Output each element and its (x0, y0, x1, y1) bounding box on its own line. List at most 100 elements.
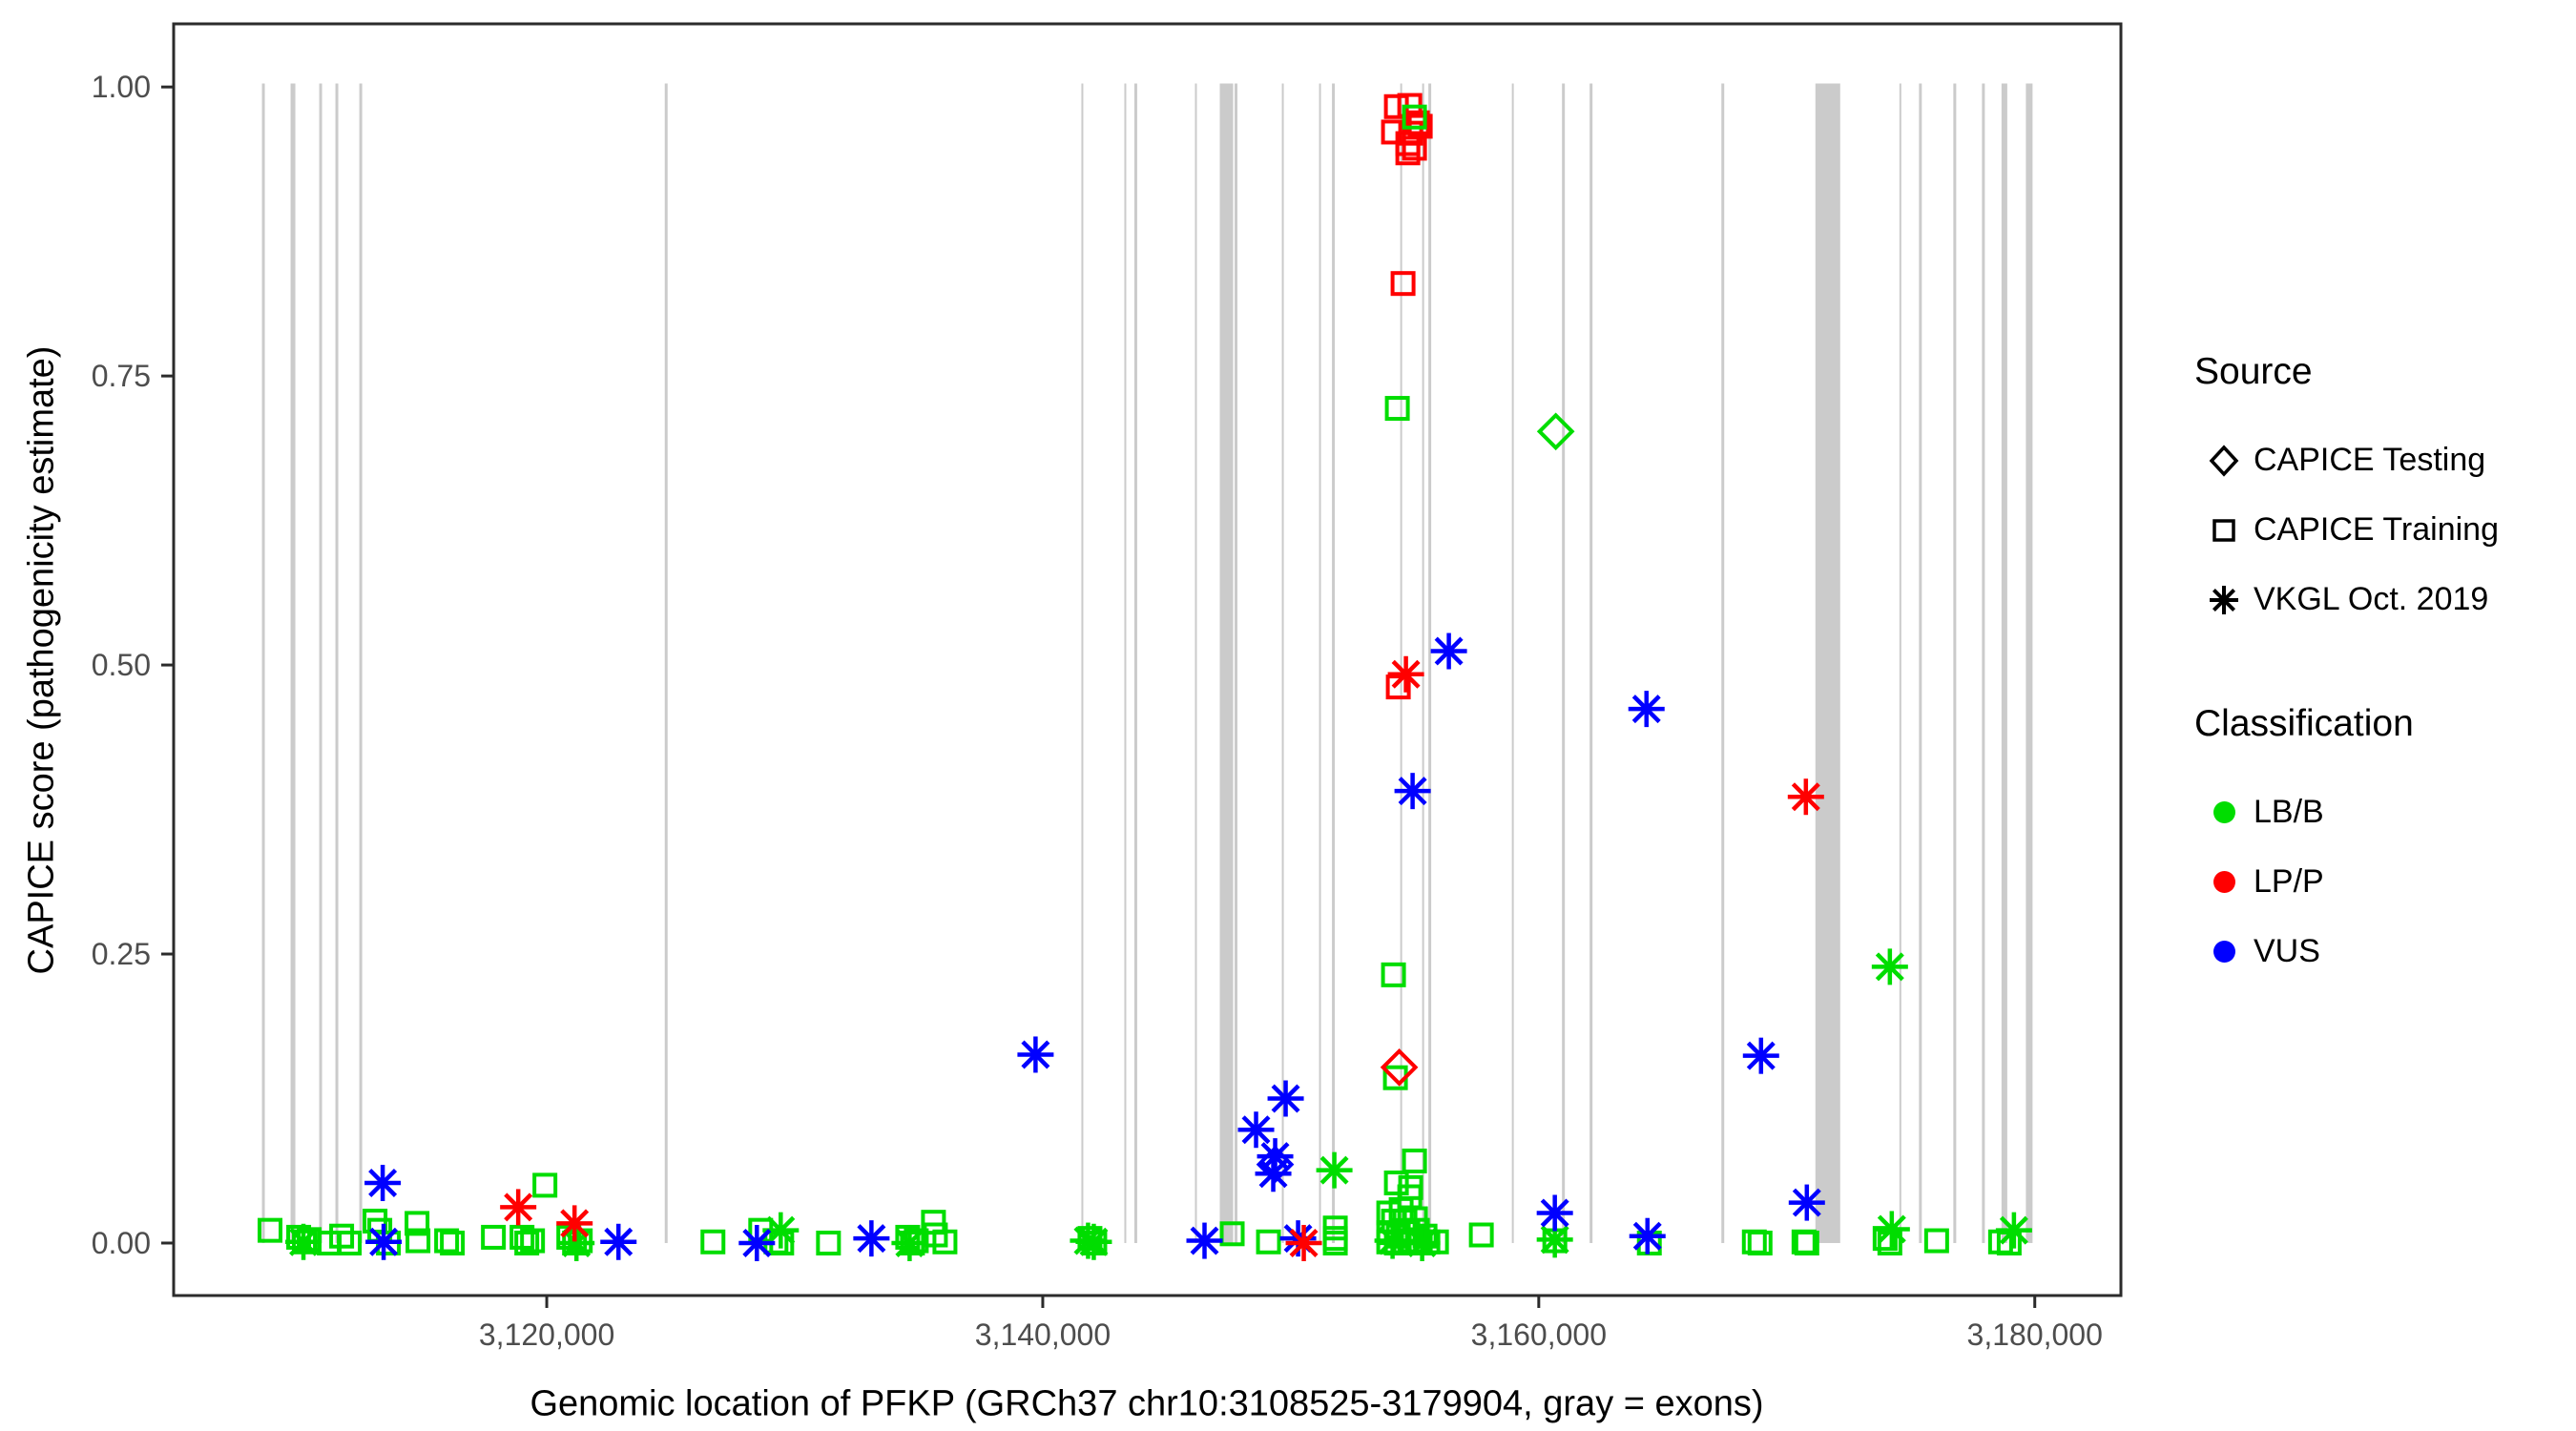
data-point-square (337, 1230, 363, 1255)
exon-bar (1982, 83, 1985, 1243)
exon-bar (1235, 83, 1238, 1243)
exon-bar (1428, 83, 1432, 1243)
legend-source-title: Source (2194, 351, 2313, 392)
exon-bar (261, 83, 265, 1243)
x-axis-title: Genomic location of PFKP (GRCh37 chr10:3… (530, 1383, 1764, 1424)
data-point-square (1402, 135, 1427, 161)
exon-bar (1319, 83, 1321, 1243)
data-point-square (434, 1228, 460, 1254)
data-point-asterisk (1255, 1155, 1292, 1192)
exon-bar (1422, 83, 1424, 1243)
data-point-asterisk (1787, 778, 1824, 816)
data-point-asterisk (1186, 1222, 1223, 1259)
data-point-square (329, 1223, 355, 1249)
data-point-square (514, 1230, 540, 1255)
data-point-square (405, 1228, 431, 1254)
data-point-asterisk (738, 1224, 776, 1261)
data-point-square (1402, 1148, 1427, 1173)
asterisk-stroke (1241, 1115, 1271, 1145)
data-point-square (1747, 1230, 1773, 1255)
exon-bar (1081, 83, 1084, 1243)
asterisk-stroke (1319, 1155, 1349, 1185)
x-tick-label: 3,180,000 (1967, 1317, 2103, 1352)
exon-bar (1400, 83, 1402, 1243)
data-point-asterisk (1430, 633, 1467, 670)
asterisk-stroke (1391, 659, 1421, 689)
exon-bar (319, 83, 322, 1243)
data-point-square (1402, 104, 1427, 130)
data-point-square (932, 1229, 958, 1255)
data-point-asterisk (1075, 1223, 1112, 1260)
data-point-asterisk (1387, 655, 1424, 693)
asterisk-stroke (1875, 952, 1904, 982)
data-point-asterisk (762, 1212, 800, 1249)
asterisk-stroke (742, 1228, 772, 1257)
data-point-asterisk (1788, 1184, 1825, 1221)
asterisk-stroke (1271, 1084, 1300, 1113)
data-point-asterisk (1742, 1037, 1779, 1074)
exon-bar (1899, 83, 1901, 1243)
asterisk-stroke (1746, 1041, 1776, 1070)
data-point-square (1923, 1228, 1949, 1254)
asterisk-stroke (1378, 1226, 1407, 1255)
asterisk-stroke (1398, 777, 1427, 806)
asterisk-stroke (857, 1224, 886, 1254)
x-tick-label: 3,140,000 (975, 1317, 1111, 1352)
legend-label: CAPICE Testing (2254, 442, 2486, 478)
asterisk-stroke (1877, 1214, 1906, 1244)
data-point-asterisk (1628, 691, 1665, 728)
data-point-square (1219, 1221, 1245, 1247)
asterisk-stroke (1021, 1040, 1050, 1069)
data-point-asterisk (1267, 1080, 1304, 1117)
panel-border (172, 22, 2123, 1297)
data-point-square (1322, 1230, 1348, 1255)
asterisk-stroke (1540, 1225, 1569, 1255)
exon-bar (290, 83, 296, 1243)
asterisk-stroke (1289, 1228, 1319, 1257)
x-tick-label: 3,160,000 (1471, 1317, 1607, 1352)
data-point-diamond (1380, 1047, 1419, 1087)
data-point-diamond (1536, 412, 1575, 451)
asterisk-stroke (1540, 1198, 1569, 1228)
data-point-asterisk (891, 1224, 928, 1261)
asterisk-stroke (1999, 1215, 2028, 1245)
data-point-square (1383, 1170, 1409, 1195)
asterisk-icon (2194, 578, 2254, 622)
asterisk-stroke (1407, 1228, 1437, 1257)
vus-dot-icon (2194, 930, 2254, 974)
legend-label: LP/P (2254, 863, 2324, 900)
asterisk-stroke (1258, 1159, 1288, 1189)
asterisk-stroke (368, 1168, 398, 1197)
asterisk-stroke (1792, 1188, 1821, 1217)
data-point-diamond (1256, 1145, 1295, 1184)
data-point-square (481, 1224, 507, 1250)
legend-item-lbb: LB/B (2194, 778, 2566, 847)
data-point-asterisk (1237, 1111, 1275, 1149)
exon-bar (1195, 83, 1197, 1243)
exon-bar (1721, 83, 1725, 1243)
asterisk-stroke (504, 1192, 533, 1222)
data-point-square (405, 1211, 430, 1236)
asterisk-stroke (1190, 1226, 1219, 1255)
data-point-square (700, 1229, 726, 1255)
asterisk-stroke (1632, 1221, 1662, 1251)
exon-bar (1281, 83, 1284, 1243)
exon-bar (1133, 83, 1137, 1243)
y-tick-label: 0.00 (92, 1226, 151, 1260)
data-point-asterisk (853, 1220, 890, 1257)
y-tick-label: 0.75 (92, 359, 151, 393)
data-point-square (520, 1228, 546, 1254)
data-point-square (1741, 1229, 1767, 1255)
exon-bar (2001, 83, 2007, 1243)
asterisk-stroke (1791, 782, 1820, 812)
exon-bar (1815, 83, 1840, 1243)
exon-bar (1219, 83, 1234, 1243)
legend-label: LB/B (2254, 794, 2324, 830)
asterisk-stroke (1079, 1227, 1109, 1256)
asterisk-stroke (289, 1227, 319, 1256)
asterisk-stroke (1631, 695, 1661, 724)
legend-item-vus: VUS (2194, 917, 2566, 986)
data-point-square (1385, 674, 1411, 700)
lbb-dot-icon (2194, 791, 2254, 835)
